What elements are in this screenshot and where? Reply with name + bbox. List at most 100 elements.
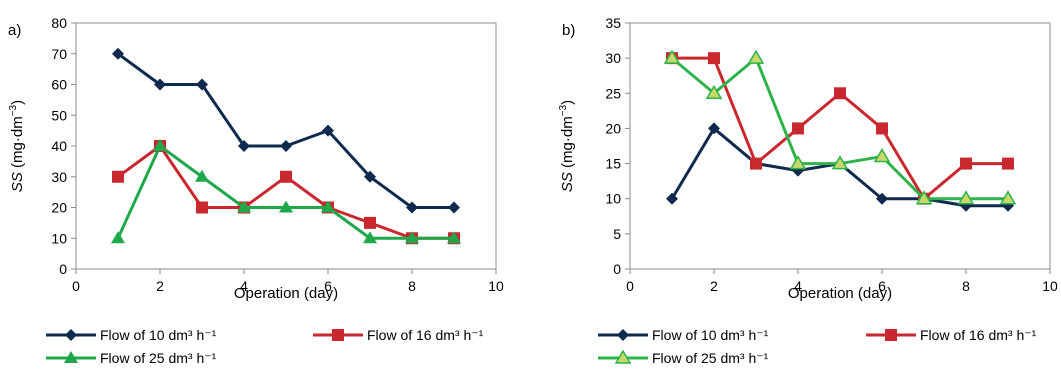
panel-label: a) [8,22,21,39]
data-point [915,190,933,205]
legend-marker [65,329,77,341]
series-2 [112,140,460,245]
data-point [112,47,124,60]
legend-marker [617,329,629,341]
y-axis-label-unit: (mg·dm [559,116,576,172]
data-point [280,140,292,152]
y-axis-label-close: ) [9,100,26,105]
y-axis-label: SS (mg·dm−3) [8,100,26,192]
data-point [322,124,334,137]
y-axis-label-italic: SS [559,172,576,192]
data-point [238,140,250,152]
data-point [364,216,376,229]
data-point [153,139,167,151]
legend-label: Flow of 10 dm³ h⁻¹ [652,327,769,343]
legend-marker [64,351,78,363]
legend-marker [885,329,897,341]
data-point [708,52,720,65]
data-point [876,192,888,205]
data-point [957,190,975,205]
legend-item: Flow of 16 dm³ h⁻¹ [866,327,1037,343]
data-point [663,49,681,64]
data-point [363,231,377,244]
legend-item: Flow of 10 dm³ h⁻¹ [46,327,217,343]
legend-marker [614,349,632,364]
x-tick-label: 8 [408,278,416,294]
x-tick-label: 4 [240,278,248,294]
y-tick-label: 15 [605,156,621,172]
data-point [960,157,972,170]
data-point [705,84,723,100]
y-tick-label: 70 [51,46,67,62]
data-point [195,169,209,182]
legend-label: Flow of 25 dm³ h⁻¹ [652,350,769,366]
series-3 [111,139,461,244]
data-point [237,200,251,213]
legend-item: Flow of 10 dm³ h⁻¹ [598,327,769,343]
legend-item: Flow of 16 dm³ h⁻¹ [313,327,484,343]
legend-item: Flow of 25 dm³ h⁻¹ [46,350,217,366]
data-point [406,201,418,214]
x-tick-label: 8 [962,278,970,294]
data-point [112,170,124,183]
plot-frame [629,22,1051,270]
legend-label: Flow of 16 dm³ h⁻¹ [367,327,484,343]
data-point [876,122,888,135]
data-point [834,87,846,100]
data-point [154,78,166,91]
data-point [405,231,419,244]
x-tick-label: 6 [324,278,332,294]
data-point [448,201,460,214]
data-point [999,190,1017,205]
legend-marker [332,329,344,341]
panel-label: b) [562,22,575,39]
data-point [708,122,720,135]
y-tick-label: 0 [613,261,621,277]
x-axis-label: Operation (day) [788,285,892,302]
y-axis-label-unit: (mg·dm [9,116,26,172]
data-point [280,170,292,183]
data-point [321,200,335,213]
data-point [831,155,849,170]
y-tick-label: 60 [51,77,67,93]
legend-label: Flow of 25 dm³ h⁻¹ [100,350,217,366]
data-point [279,200,293,213]
x-tick-label: 0 [626,278,634,294]
legend-item: Flow of 25 dm³ h⁻¹ [598,349,769,366]
x-tick-label: 2 [710,278,718,294]
x-tick-label: 10 [488,278,504,294]
data-point [1002,157,1014,170]
y-tick-label: 80 [51,15,67,31]
x-tick-label: 10 [1042,278,1058,294]
x-tick-label: 6 [878,278,886,294]
y-tick-label: 50 [51,107,67,123]
y-axis-label-sup: −3 [8,104,19,116]
series-3 [663,49,1017,205]
data-point [666,192,678,205]
data-point [196,201,208,214]
y-axis-label-close: ) [559,100,576,105]
y-tick-label: 0 [59,261,67,277]
x-tick-label: 4 [794,278,802,294]
y-tick-label: 5 [613,226,621,242]
chart-panel-a: a) 0 10 20 30 40 50 60 70 80 0 2 4 6 8 10 Operation (day… [8,15,504,366]
x-tick-label: 0 [72,278,80,294]
data-point [789,155,807,170]
data-point [447,231,461,244]
series-line [117,144,454,240]
y-tick-label: 40 [51,138,67,154]
y-axis-label-italic: SS [9,172,26,192]
x-axis-label: Operation (day) [234,285,338,302]
series-line [117,52,454,209]
y-tick-label: 35 [605,15,621,31]
legend-label: Flow of 16 dm³ h⁻¹ [920,327,1037,343]
y-axis-label-sup: −3 [558,104,569,116]
series-line [672,56,1008,201]
y-tick-label: 30 [51,169,67,185]
legend-label: Flow of 10 dm³ h⁻¹ [100,327,217,343]
y-tick-label: 20 [51,200,67,216]
legend: Flow of 10 dm³ h⁻¹ Flow of 16 dm³ h⁻¹ Flow… [598,327,1037,366]
legend: Flow of 10 dm³ h⁻¹ Flow of 16 dm³ h⁻¹ Flow… [46,327,484,366]
